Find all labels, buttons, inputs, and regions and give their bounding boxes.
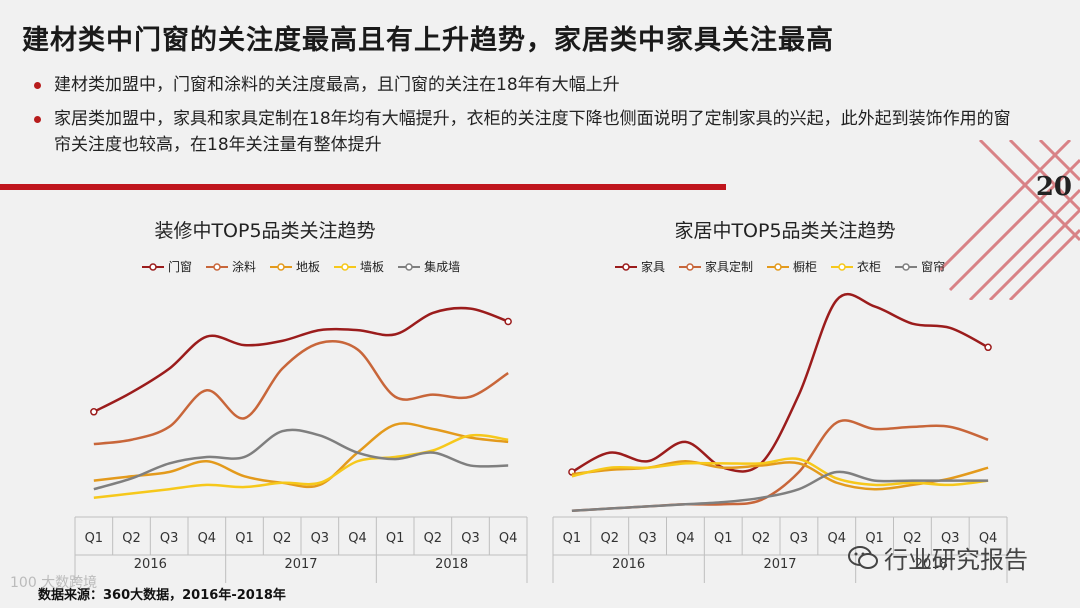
watermark-right: 行业研究报告 [848, 540, 1028, 575]
bullet-text: 建材类加盟中，门窗和涂料的关注度最高，且门窗的关注在18年有大幅上升 [54, 75, 620, 95]
legend-swatch [831, 262, 854, 271]
legend-label: 集成墙 [424, 260, 461, 274]
x-tick-label: Q4 [676, 531, 695, 546]
x-tick-label: Q1 [865, 531, 884, 546]
legend-label: 家具 [641, 260, 666, 274]
legend-swatch [679, 262, 702, 271]
legend-swatch [270, 262, 293, 271]
x-tick-label: Q3 [790, 531, 809, 546]
x-axis-1: Q1 Q2 Q3 Q4 Q1 Q2 Q3 Q4 Q1 Q2 Q3 Q4 2016 2017 2018 [74, 516, 528, 583]
legend-item: 橱柜 [767, 258, 817, 275]
legend-item: 衣柜 [831, 258, 881, 275]
chart-title-renovation: 装修中TOP5品类关注趋势 [154, 220, 376, 242]
x-tick-label: Q4 [499, 531, 518, 546]
x-tick-label: Q4 [348, 531, 367, 546]
legend-swatch [142, 262, 164, 271]
series-line [93, 306, 509, 413]
legend-label: 窗帘 [921, 260, 946, 274]
x-tick-label: Q1 [563, 531, 582, 546]
legend-swatch [615, 262, 637, 271]
legend-home: 家具 家具定制 橱柜 衣柜 窗帘 [615, 258, 945, 275]
x-tick-label: Q1 [714, 531, 733, 546]
legend-label: 门窗 [168, 260, 193, 274]
legend-item: 墙板 [334, 258, 384, 275]
bullet-item: 建材类加盟中，门窗和涂料的关注度最高，且门窗的关注在18年有大幅上升 [32, 72, 1022, 98]
x-tick-label: Q1 [85, 531, 104, 546]
legend-item: 涂料 [206, 258, 256, 275]
bullet-list: 建材类加盟中，门窗和涂料的关注度最高，且门窗的关注在18年有大幅上升 家居类加盟… [32, 72, 1022, 166]
series-line [571, 457, 989, 487]
legend-item: 窗帘 [895, 258, 945, 275]
legend-swatch [398, 262, 421, 271]
legend-renovation: 门窗 涂料 地板 墙板 集成墙 [142, 258, 460, 275]
series-line [571, 459, 989, 491]
x-tick-label: Q2 [273, 531, 292, 546]
accent-divider [0, 184, 726, 190]
x-tick-label: Q3 [311, 531, 330, 546]
series-line [571, 470, 989, 512]
legend-swatch [334, 262, 357, 271]
legend-label: 地板 [296, 260, 321, 274]
legend-label: 橱柜 [793, 260, 818, 274]
x-tick-label: Q4 [198, 531, 217, 546]
legend-item: 集成墙 [398, 258, 460, 275]
series-line [93, 422, 509, 489]
x-tick-label: Q4 [827, 531, 846, 546]
bullet-text: 家居类加盟中，家具和家具定制在18年均有大幅提升，衣柜的关注度下降也侧面说明了定… [54, 109, 1011, 155]
series-end-marker [984, 343, 992, 352]
x-tick-label: Q1 [386, 531, 405, 546]
legend-item: 地板 [270, 258, 320, 275]
x-axis-2: Q1 Q2 Q3 Q4 Q1 Q2 Q3 Q4 Q1 Q2 Q3 Q4 2016 2017 2018 [552, 516, 1008, 583]
chart-title-home: 家居中TOP5品类关注趋势 [674, 220, 896, 242]
series-end-marker [504, 317, 512, 326]
x-tick-label: Q2 [903, 531, 922, 546]
decorative-stripes [940, 140, 1080, 300]
x-tick-label: Q3 [638, 531, 657, 546]
year-label: 2017 [763, 557, 796, 572]
bullet-dot [34, 116, 41, 123]
year-label: 2016 [612, 557, 645, 572]
x-tick-label: Q3 [461, 531, 480, 546]
year-label: 2018 [435, 557, 468, 572]
x-tick-label: Q2 [122, 531, 141, 546]
series-start-marker [90, 408, 98, 416]
legend-swatch [206, 262, 229, 271]
year-label: 2016 [134, 557, 167, 572]
year-label: 2018 [915, 557, 948, 572]
watermark-text: 行业研究报告 [884, 546, 1028, 574]
legend-swatch [895, 262, 918, 271]
legend-swatch [767, 262, 790, 271]
page-number: 20 [1035, 172, 1072, 202]
series-line [571, 293, 989, 474]
x-tick-label: Q4 [979, 531, 998, 546]
legend-label: 墙板 [360, 260, 385, 274]
data-source: 数据来源：360大数据，2016年-2018年 [38, 588, 286, 603]
bullet-item: 家居类加盟中，家具和家具定制在18年均有大幅提升，衣柜的关注度下降也侧面说明了定… [32, 106, 1022, 158]
year-label: 2017 [284, 557, 317, 572]
x-tick-label: Q3 [160, 531, 179, 546]
legend-item: 家具定制 [679, 258, 753, 275]
x-tick-label: Q2 [752, 531, 771, 546]
legend-item: 家具 [615, 258, 665, 275]
legend-item: 门窗 [142, 258, 192, 275]
series-line [93, 340, 509, 446]
legend-label: 涂料 [232, 260, 257, 274]
series-line [93, 433, 509, 500]
legend-label: 衣柜 [857, 260, 882, 274]
x-tick-label: Q1 [235, 531, 254, 546]
bullet-dot [34, 82, 41, 89]
x-tick-label: Q2 [424, 531, 443, 546]
legend-label: 家具定制 [705, 260, 754, 274]
wechat-icon [848, 545, 878, 569]
series-line [93, 428, 509, 491]
page-title: 建材类中门窗的关注度最高且有上升趋势，家居类中家具关注最高 [22, 25, 834, 56]
watermark-left: 100 大数跨境 [10, 575, 98, 591]
x-tick-label: Q2 [600, 531, 619, 546]
x-tick-label: Q3 [941, 531, 960, 546]
